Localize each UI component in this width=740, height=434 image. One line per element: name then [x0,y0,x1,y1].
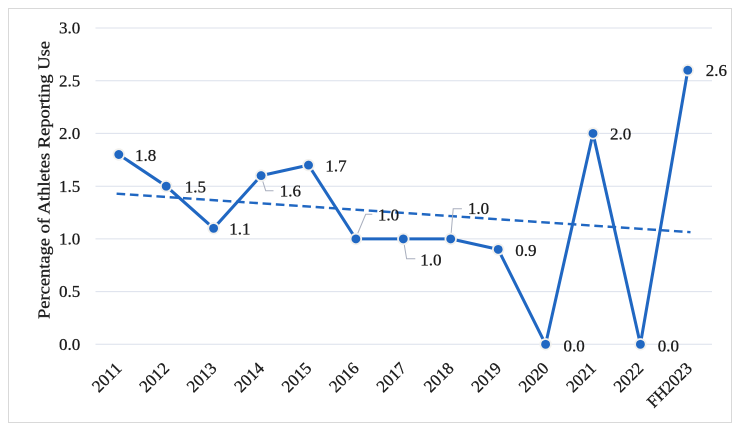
svg-text:1.1: 1.1 [229,219,250,238]
svg-text:1.0: 1.0 [59,230,80,249]
svg-text:1.6: 1.6 [280,182,301,201]
svg-text:0.0: 0.0 [59,335,80,354]
svg-text:3.0: 3.0 [59,19,80,38]
svg-text:0.9: 0.9 [515,241,536,260]
svg-text:2.5: 2.5 [59,71,80,90]
svg-text:1.7: 1.7 [325,157,347,176]
svg-text:0.0: 0.0 [658,336,679,355]
svg-text:1.8: 1.8 [135,146,156,165]
svg-text:2.6: 2.6 [706,61,727,80]
svg-text:2.0: 2.0 [59,124,80,143]
svg-text:1.0: 1.0 [468,199,489,218]
svg-text:1.0: 1.0 [420,250,441,269]
svg-text:Percentage of Athletes Reporti: Percentage of Athletes Reporting Use [35,41,54,319]
svg-text:0.5: 0.5 [59,282,80,301]
svg-text:0.0: 0.0 [564,336,585,355]
svg-text:1.5: 1.5 [185,177,206,196]
svg-text:2.0: 2.0 [610,125,631,144]
svg-text:1.5: 1.5 [59,177,80,196]
svg-text:1.0: 1.0 [378,206,399,225]
